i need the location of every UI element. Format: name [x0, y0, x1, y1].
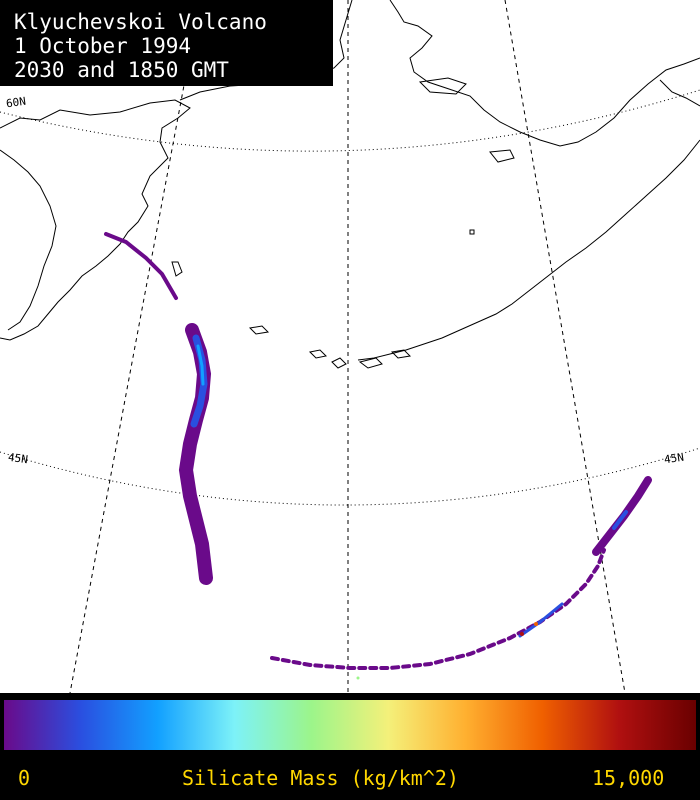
coastline-alaska-west	[389, 0, 700, 147]
ash-plume-pacific-arc	[270, 548, 606, 670]
title-date: 1 October 1994	[14, 34, 192, 58]
colorbar-title: Silicate Mass (kg/km^2)	[182, 766, 459, 790]
ash-plume-upper-segment	[104, 232, 178, 300]
ash-hotspot-2	[520, 632, 524, 636]
title-times: 2030 and 1850 GMT	[14, 58, 229, 82]
colorbar-min-label: 0	[18, 766, 31, 790]
colorbar-gradient	[4, 700, 696, 750]
lat-label-60n: 60N	[5, 94, 27, 111]
island-nunivak	[489, 149, 515, 163]
island-karaginsky	[171, 261, 183, 277]
colorbar-max-label: 15,000	[592, 766, 665, 790]
meridian-3	[504, 0, 626, 693]
ash-plume-inner-core	[196, 344, 205, 386]
islands-pribilof	[469, 229, 475, 235]
ash-plume-mid-core	[518, 602, 564, 638]
coastline-kamchatka	[0, 99, 191, 341]
latitude-line-45n	[0, 447, 700, 506]
meridian-1	[69, 0, 201, 693]
island-st-lawrence	[418, 77, 467, 95]
ash-hotspot	[534, 622, 538, 626]
ash-hotspot-3	[356, 676, 360, 680]
coastline-sea-of-okhotsk-shore	[0, 149, 57, 331]
islands-aleutian	[248, 325, 412, 369]
ash-plume-gulf-core	[612, 510, 628, 530]
title-volcano-name: Klyuchevskoi Volcano	[14, 10, 267, 34]
coastline-yukon	[659, 79, 700, 107]
title-box: Klyuchevskoi Volcano 1 October 1994 2030…	[0, 0, 333, 86]
map-panel	[0, 0, 700, 693]
latitude-line-60n	[0, 89, 700, 152]
lat-label-45n-west: 45N	[7, 450, 29, 467]
lat-label-45n-east: 45N	[663, 450, 685, 467]
coastline-alaska-south	[357, 139, 700, 361]
